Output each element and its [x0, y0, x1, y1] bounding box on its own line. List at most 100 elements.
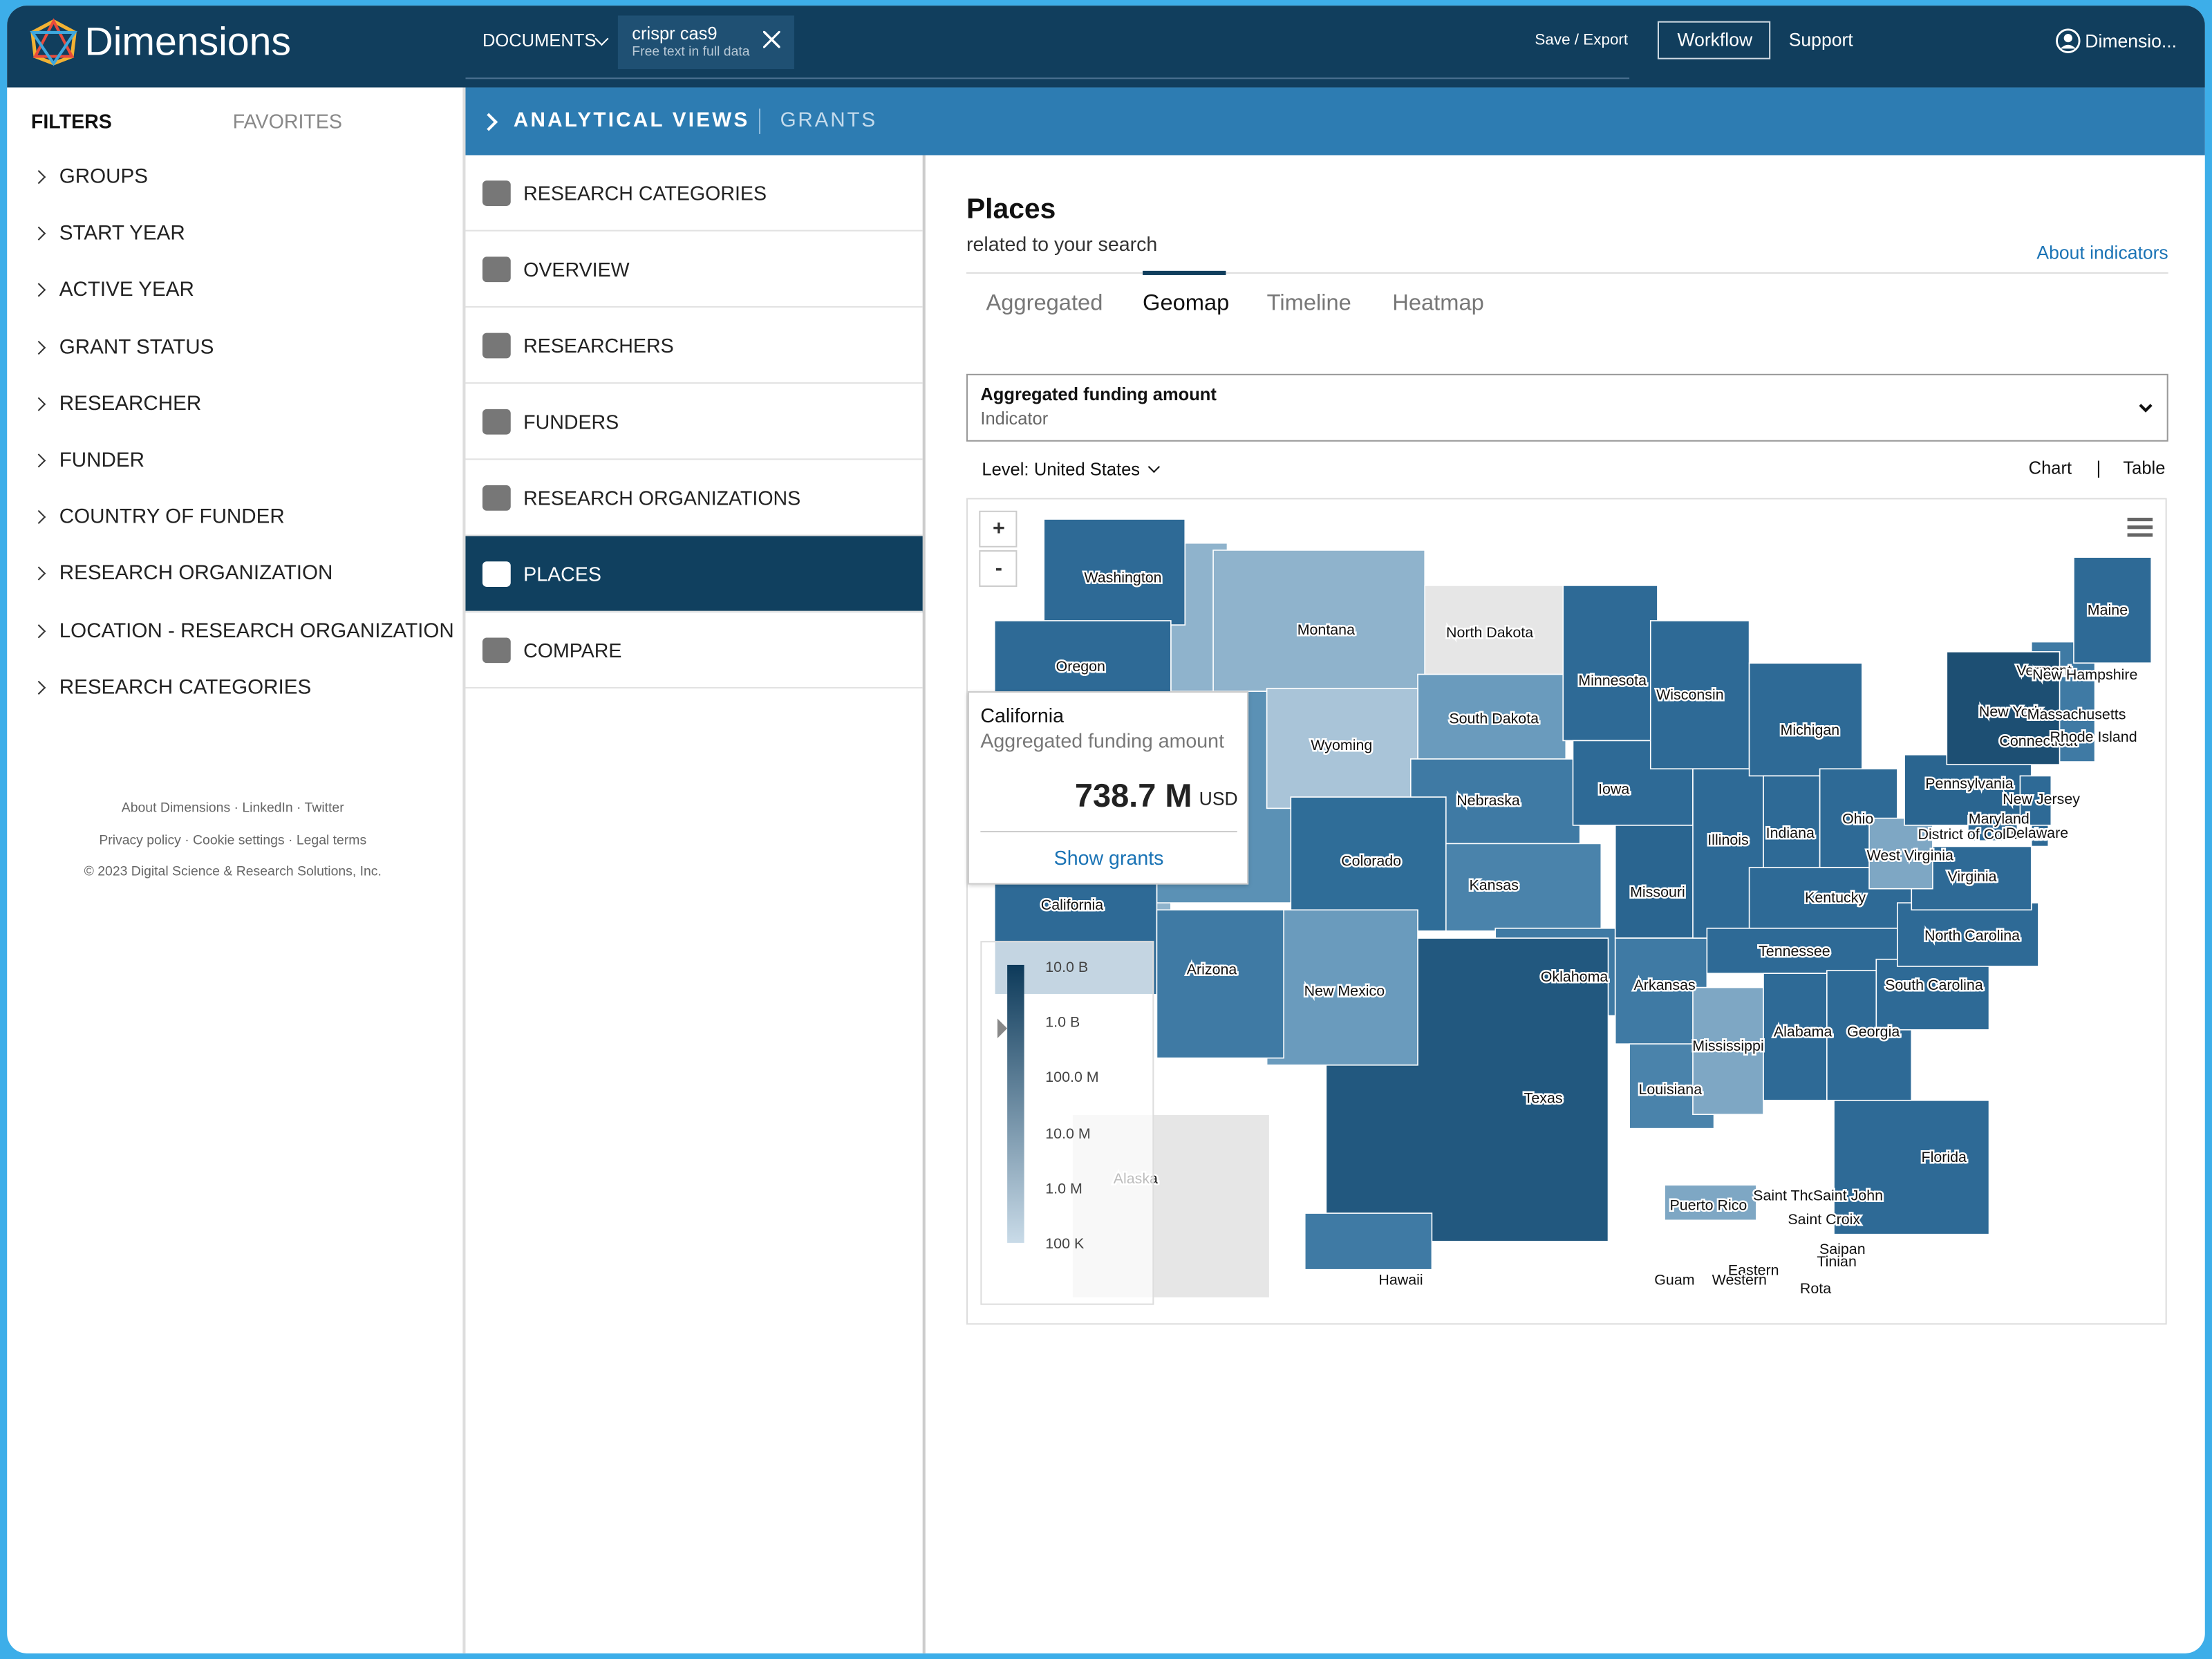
filter-item[interactable]: RESEARCH CATEGORIES: [59, 676, 312, 700]
region-shape: [1875, 958, 1990, 1031]
view-tab[interactable]: Timeline: [1266, 292, 1351, 316]
view-item[interactable]: PLACES: [523, 563, 601, 585]
support[interactable]: Support: [1788, 28, 1853, 50]
filter-item[interactable]: ACTIVE YEAR: [59, 279, 194, 302]
level-value[interactable]: United States: [1033, 459, 1141, 480]
region-shape: [1897, 902, 2039, 967]
level-label: Level:: [982, 459, 1029, 480]
region-label: Wisconsin: [1656, 686, 1724, 703]
tooltip-metric: Aggregated funding amount: [980, 729, 1225, 752]
indicator-select[interactable]: [966, 373, 2168, 442]
view-item[interactable]: RESEARCH CATEGORIES: [523, 182, 767, 205]
documents-menu[interactable]: DOCUMENTS: [482, 30, 597, 51]
view-divider: [465, 229, 923, 232]
view-icon: [482, 561, 511, 587]
filter-item[interactable]: RESEARCH ORGANIZATION: [59, 563, 333, 586]
user-menu[interactable]: Dimensio...: [2085, 30, 2177, 52]
region-label: Puerto Rico: [1669, 1197, 1747, 1214]
view-item[interactable]: OVERVIEW: [523, 258, 630, 281]
view-tab[interactable]: Geomap: [1143, 292, 1230, 316]
footer-line[interactable]: About Dimensions · LinkedIn · Twitter: [121, 800, 344, 816]
region-label: Saint Croix: [1788, 1211, 1860, 1228]
filter-item[interactable]: GRANT STATUS: [59, 336, 214, 359]
region-label: Louisiana: [1638, 1081, 1702, 1098]
region-label: California: [1041, 897, 1104, 913]
view-item[interactable]: RESEARCHERS: [523, 334, 674, 357]
region-label: Washington: [1084, 569, 1161, 585]
region-shape: [1706, 928, 1898, 974]
region-label: Maryland: [1969, 810, 2030, 827]
filter-item[interactable]: LOCATION - RESEARCH ORGANIZATION: [59, 619, 454, 643]
region-label: Oregon: [1056, 658, 1105, 675]
region-shape: [1763, 973, 1828, 1101]
region-label: North Carolina: [1924, 928, 2020, 944]
region-label: Georgia: [1847, 1024, 1900, 1040]
filter-item[interactable]: START YEAR: [59, 223, 185, 245]
region-label: New Jersey: [2003, 791, 2080, 807]
breadcrumb-sub: GRANTS: [780, 109, 878, 133]
region-label: North Dakota: [1446, 624, 1533, 641]
sidebar-divider: [462, 87, 466, 1653]
region-label: Nebraska: [1456, 792, 1520, 809]
tooltip-action[interactable]: Show grants: [1053, 846, 1164, 870]
region-label: Iowa: [1598, 781, 1629, 798]
legend-ramp: [1007, 964, 1024, 1243]
save-export[interactable]: Save / Export: [1535, 32, 1629, 49]
view-item[interactable]: COMPARE: [523, 639, 622, 662]
zoom-in[interactable]: +: [992, 516, 1005, 541]
region-label: Guam: [1654, 1272, 1694, 1288]
region-shape: [1946, 651, 2061, 765]
region-label: New Mexico: [1304, 982, 1385, 999]
view-divider: [465, 534, 923, 536]
region-label: Tennessee: [1759, 943, 1830, 959]
footer-line: © 2023 Digital Science & Research Soluti…: [84, 864, 382, 880]
region-label: West Virginia: [1867, 847, 1953, 863]
workflow[interactable]: Workflow: [1677, 28, 1753, 50]
active-view[interactable]: [465, 536, 923, 612]
filter-item[interactable]: RESEARCHER: [59, 393, 202, 415]
filter-item[interactable]: FUNDER: [59, 449, 145, 472]
tooltip-region: California: [980, 704, 1065, 727]
indicator-label: Aggregated funding amount: [980, 384, 1217, 405]
filters-tab[interactable]: FILTERS: [30, 110, 112, 133]
view-item[interactable]: RESEARCH ORGANIZATIONS: [523, 486, 801, 509]
region-label: Arizona: [1187, 962, 1237, 978]
toggle-separator: |: [2096, 458, 2101, 478]
table-toggle[interactable]: Table: [2123, 458, 2166, 478]
view-item[interactable]: FUNDERS: [523, 410, 619, 433]
zoom-in-button[interactable]: [979, 510, 1018, 547]
region-shape: [1833, 1100, 1990, 1235]
region-label: Missouri: [1630, 883, 1685, 900]
workflow-button[interactable]: [1657, 21, 1771, 59]
region-label: Kansas: [1470, 877, 1519, 893]
panel-subtitle: related to your search: [966, 232, 1158, 256]
region-shape: [1212, 550, 1426, 692]
region-label: Alabama: [1774, 1024, 1833, 1040]
legend-label: 1.0 B: [1045, 1014, 1080, 1032]
view-icon: [482, 332, 511, 359]
footer-line[interactable]: Privacy policy · Cookie settings · Legal…: [99, 832, 367, 848]
zoom-out-button[interactable]: [979, 550, 1018, 587]
view-tab[interactable]: Aggregated: [986, 292, 1103, 316]
zoom-out[interactable]: -: [995, 556, 1002, 581]
view-tab[interactable]: Heatmap: [1392, 292, 1484, 316]
favorites-tab[interactable]: FAVORITES: [232, 110, 342, 133]
region-shape: [1290, 796, 1447, 932]
filter-item[interactable]: GROUPS: [59, 166, 148, 189]
tooltip-amount: 738.7 M: [1074, 777, 1192, 814]
region-label: Rhode Island: [2050, 729, 2137, 745]
search-hint: Free text in full data: [632, 44, 750, 60]
chart-toggle[interactable]: Chart: [2028, 458, 2072, 478]
region-label: Vermont: [2016, 662, 2072, 679]
tooltip-rule: [980, 831, 1237, 833]
region-shape: [1445, 843, 1602, 932]
region-label: Arkansas: [1634, 977, 1696, 993]
about-indicators[interactable]: About indicators: [2036, 242, 2168, 263]
region-shape: [1664, 1184, 1757, 1221]
view-icon: [482, 637, 511, 664]
filter-item[interactable]: COUNTRY OF FUNDER: [59, 506, 285, 529]
region-label: Florida: [1922, 1149, 1967, 1165]
view-icon: [482, 180, 511, 206]
menu-icon[interactable]: [2127, 516, 2153, 539]
